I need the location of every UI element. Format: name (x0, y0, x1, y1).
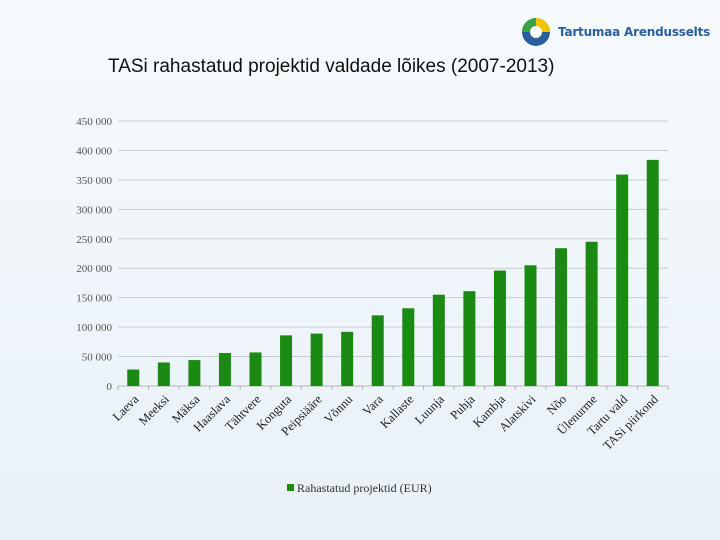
bar (157, 362, 170, 386)
bar (249, 352, 262, 386)
gridlines (118, 120, 668, 387)
x-tick-label: Kallaste (378, 392, 417, 431)
y-tick-label: 400 000 (76, 145, 112, 157)
legend-label: Rahastatud projektid (EUR) (297, 481, 432, 495)
bars (127, 159, 659, 386)
page-title: TASi rahastatud projektid valdade lõikes… (108, 56, 555, 77)
bar (280, 335, 293, 386)
x-axis-labels: LaevaMeeksiMäksaHaaslavaTähtvereKongutaP… (110, 386, 669, 453)
logo: Tartumaa Arendusselts (520, 16, 710, 48)
y-tick-label: 350 000 (76, 175, 112, 187)
x-tick-label: Luunja (412, 392, 447, 427)
bar (555, 248, 568, 386)
bar (646, 159, 659, 386)
bar (371, 315, 384, 386)
y-tick-label: 450 000 (76, 116, 112, 128)
y-tick-label: 0 (107, 381, 113, 393)
bar (310, 333, 323, 386)
x-tick-label: Vara (360, 392, 386, 418)
logo-text: Tartumaa Arendusselts (558, 25, 711, 39)
y-tick-label: 200 000 (76, 263, 112, 275)
x-tick-label: Võnnu (321, 392, 355, 426)
bar (188, 360, 201, 386)
bar (341, 331, 354, 386)
y-tick-label: 100 000 (76, 322, 112, 334)
y-tick-label: 250 000 (76, 234, 112, 246)
bar (218, 353, 231, 386)
x-tick-label: Meeksi (136, 392, 172, 428)
y-axis-ticks: 0 50 000 100 000 150 000 200 000 250 000 300 0… (76, 116, 112, 393)
bar (127, 369, 140, 386)
bar (524, 265, 537, 386)
bar (585, 241, 598, 386)
x-tick-label: Nõo (544, 392, 569, 417)
bar (402, 308, 415, 386)
bar (432, 294, 445, 386)
logo-icon (522, 18, 550, 46)
y-tick-label: 300 000 (76, 204, 112, 216)
y-tick-label: 150 000 (76, 293, 112, 305)
y-tick-label: 50 000 (82, 352, 113, 364)
legend: Rahastatud projektid (EUR) (287, 481, 432, 495)
legend-swatch (287, 484, 294, 491)
bar (493, 270, 506, 386)
bar (463, 291, 476, 386)
bar (616, 174, 629, 386)
